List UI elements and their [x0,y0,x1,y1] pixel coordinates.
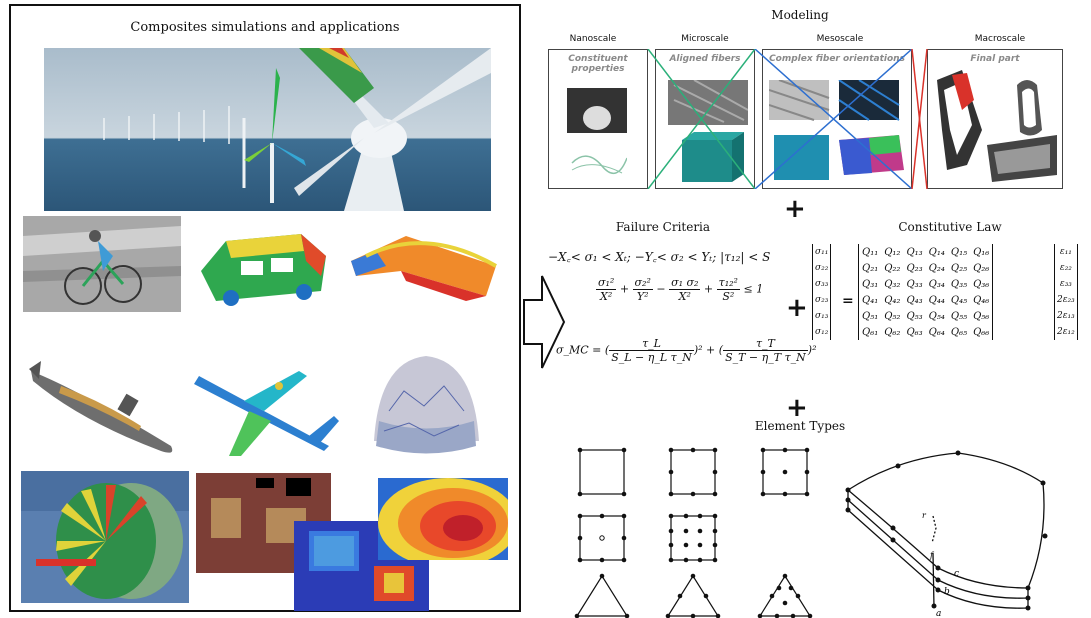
applications-panel: Composites simulations and applications [9,4,521,612]
macroscale-subtitle: Final part [970,54,1020,64]
failure-equation-3: σ_MC = (τ_L S_L − η_L τ_N)² + (τ_T S_T − η… [556,337,817,364]
applications-title: Composites simulations and applications [130,20,400,35]
shell-label-a: a [936,609,941,618]
nanoscale-subtitle: Constituent properties [568,54,628,74]
macroscale-label: Macroscale [974,34,1026,44]
mesoscale-subtitle: Complex fiber orientations [769,54,905,64]
macroscale-box: Final part [927,49,1063,189]
bridge-image [346,231,506,311]
stress-vector: σ₁₁ σ₂₂ σ₃₃ σ₂₃ σ₁₃ σ₁₂ [812,244,832,340]
strain-vector: ε₁₁ ε₂₂ ε₃₃ 2ε₂₃ 2ε₁₃ 2ε₁₂ [1054,244,1078,340]
microscale-label: Microscale [681,34,729,44]
offshore-wind-turbines-image [44,48,491,211]
shell-label-f: f [929,551,935,560]
microscale-subtitle: Aligned fibers [669,54,741,64]
cyclist-image [23,216,181,312]
big-arrow-icon [523,275,566,369]
plus-sign-3: + [786,393,808,423]
dome-shell-image [364,351,489,466]
plus-sign-1: + [784,194,806,224]
mesoscale-label: Mesoscale [816,34,864,44]
equals-sign: = [842,293,854,309]
nanoscale-label: Nanoscale [569,34,617,44]
shell-label-b: b [944,587,950,597]
failure-equation-1: −X꜀< σ₁ < Xₜ; −Y꜀< σ₂ < Yₜ; |τ₁₂| < S [548,250,771,264]
modeling-title: Modeling [771,8,829,22]
q-matrix: Q₁₁ Q₁₂ Q₁₃ Q₁₄ Q₁₅ Q₁₆ Q₂₁ Q₂₂ Q₂₃ Q₂₄ Q₂₅ Q₂₆ Q₃… [858,244,994,340]
plus-sign-2: + [786,293,808,323]
mesoscale-box: Complex fiber orientations [762,49,912,189]
failure-criteria-title: Failure Criteria [615,220,711,234]
shell-label-c: c [954,569,959,579]
constitutive-law-title: Constitutive Law [898,220,1002,234]
element-types-title: Element Types [754,419,846,433]
shell-label-r: r [922,511,927,520]
nanoscale-box: Constituent properties [548,49,648,189]
shell-element-diagram: a b c f r [845,450,1048,618]
submarine-image [21,351,186,461]
element-types-grid [574,447,813,618]
vehicle-body-image [186,216,341,312]
airplane-image [189,356,344,466]
contour-map-image [378,478,508,560]
failure-equation-2: σ₁² X² + σ₂² Y² − σ₁ σ₂ X² + τ₁₂² S² ≤ 1 [596,276,764,303]
turbine-fan-image [21,471,189,603]
microscale-box: Aligned fibers [655,49,755,189]
scale-connector-lines [647,49,928,189]
